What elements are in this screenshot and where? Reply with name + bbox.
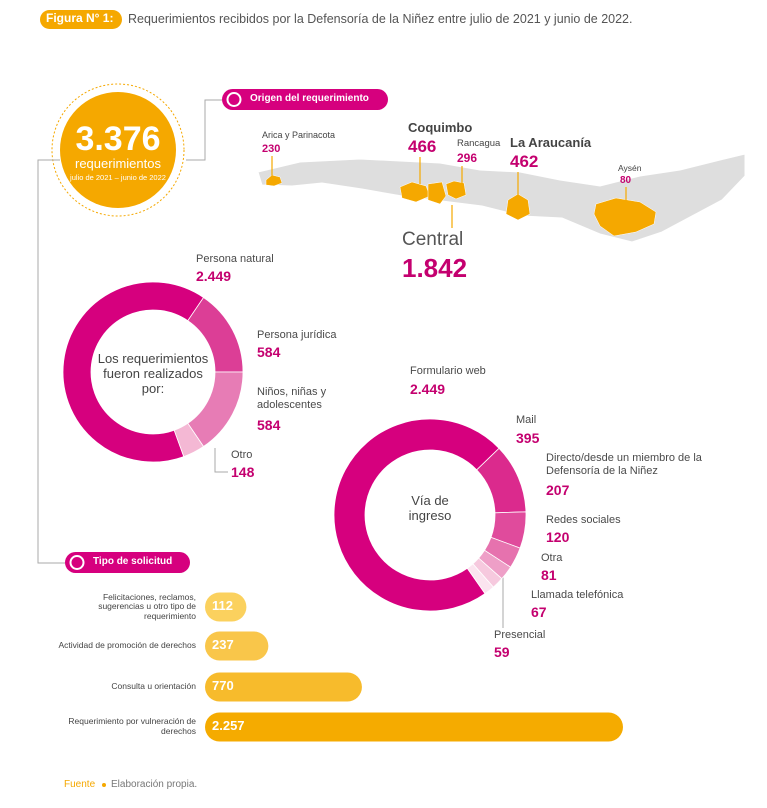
segment-name: Otra <box>541 552 563 564</box>
region-name: La Araucanía <box>510 135 592 150</box>
bar-category: Requerimiento por vulneración de derecho… <box>68 716 196 736</box>
region-name: Central <box>402 229 464 250</box>
region <box>593 197 657 237</box>
source-label: Fuente <box>64 779 96 790</box>
connector <box>186 99 222 161</box>
segment-name: Otro <box>231 449 253 461</box>
region-value: 462 <box>510 152 539 171</box>
region-value: 1.842 <box>402 253 468 283</box>
total-unit: requerimientos <box>75 156 161 171</box>
donut-segment <box>466 563 494 595</box>
donut-title: Los requerimientos fueron realizados por… <box>97 351 209 396</box>
total-circle <box>60 92 176 208</box>
segment-value: 120 <box>546 529 570 545</box>
connector <box>214 448 228 473</box>
segment-name: Persona jurídica <box>257 329 337 341</box>
region-name: Coquimbo <box>408 120 473 135</box>
source-dot <box>102 783 106 787</box>
bar-value: 112 <box>212 598 233 613</box>
bar-value: 2.257 <box>212 718 245 733</box>
segment-name: Redes sociales <box>546 514 621 526</box>
bar-value: 770 <box>212 678 234 693</box>
segment-name: Presencial <box>494 629 546 641</box>
segment-name: Persona natural <box>196 253 274 265</box>
region-value: 80 <box>620 175 632 186</box>
segment-value: 67 <box>531 604 547 620</box>
bar <box>205 672 362 702</box>
figure-label: Figura N° 1: <box>46 11 114 25</box>
region-value: 230 <box>262 143 281 155</box>
region-name: Aysén <box>618 163 642 173</box>
segment-name: Mail <box>516 414 537 426</box>
segment-value: 2.449 <box>196 268 232 284</box>
segment-value: 395 <box>516 430 540 446</box>
donut-segment <box>62 281 205 463</box>
bar-category: Actividad de promoción de derechos <box>58 640 197 650</box>
bar <box>205 592 247 622</box>
segment-value: 584 <box>257 417 281 433</box>
bar <box>205 712 623 742</box>
segment-value: 59 <box>494 644 510 660</box>
bar-category: Consulta u orientación <box>111 681 196 691</box>
total-ring <box>51 83 185 217</box>
source-text: Elaboración propia. <box>111 779 198 790</box>
donut-segment <box>333 418 500 612</box>
region-name: Rancagua <box>457 138 501 149</box>
figure-pill <box>40 10 122 29</box>
region-value: 296 <box>457 151 478 165</box>
connector <box>37 159 65 564</box>
segment-value: 584 <box>257 344 281 360</box>
segment-value: 148 <box>231 464 255 480</box>
figure-caption: Requerimientos recibidos por la Defensor… <box>128 12 633 26</box>
donut-title: Vía de ingreso <box>408 493 452 523</box>
region-name: Arica y Parinacota <box>262 130 336 140</box>
donut-segment <box>173 422 205 458</box>
segment-name: Niños, niñas y adolescentes <box>257 386 327 411</box>
section-title: Origen del requerimiento <box>250 93 369 104</box>
segment-value: 2.449 <box>410 381 446 397</box>
bar-value: 237 <box>212 637 234 652</box>
country-map <box>257 153 746 243</box>
section-pill <box>65 552 190 573</box>
segment-name: Directo/desde un miembro de la Defensorí… <box>546 452 702 477</box>
region <box>427 181 447 205</box>
region-value: 466 <box>408 137 437 156</box>
segment-name: Formulario web <box>410 365 486 377</box>
total-period: julio de 2021 – junio de 2022 <box>70 173 166 182</box>
section-title: Tipo de solicitud <box>93 556 173 567</box>
section-pill <box>222 89 388 110</box>
region <box>445 180 467 200</box>
pill-icon <box>69 555 85 570</box>
total-value: 3.376 <box>75 120 161 158</box>
pill-icon <box>226 92 242 107</box>
bar-category: Felicitaciones, reclamos, sugerencias u … <box>98 591 196 622</box>
segment-value: 207 <box>546 482 570 498</box>
bar <box>205 631 269 661</box>
segment-name: Llamada telefónica <box>531 589 624 601</box>
segment-value: 81 <box>541 567 557 583</box>
